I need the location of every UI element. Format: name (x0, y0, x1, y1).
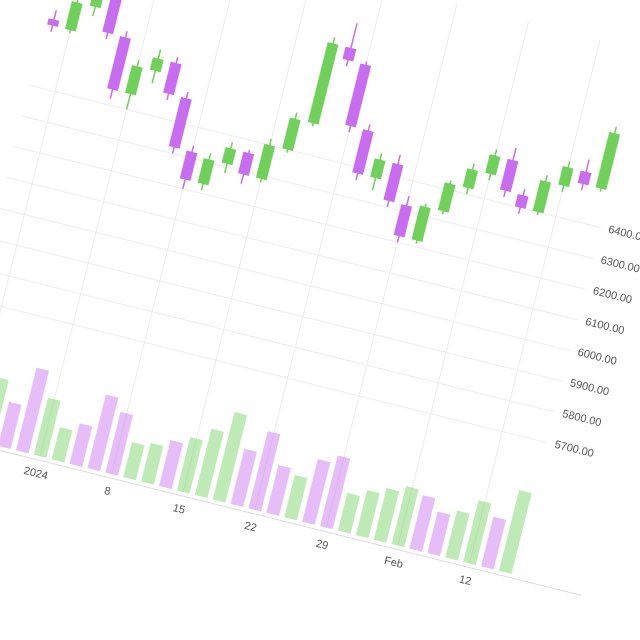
axis-line (0, 435, 582, 596)
volume-bar (15, 367, 50, 454)
grid-line (0, 207, 571, 352)
volume-bar (320, 455, 351, 530)
candle-body (558, 166, 574, 188)
candle-body (89, 0, 106, 9)
volume-bar (87, 394, 119, 472)
candle-body (255, 143, 276, 181)
volume-bar (391, 486, 419, 548)
candle-body (125, 65, 143, 96)
grid-line (111, 0, 243, 475)
candle-body (352, 129, 374, 175)
candle-wick (92, 0, 103, 17)
candle-body (485, 154, 501, 176)
candle-body (282, 117, 301, 151)
volume-bar (212, 412, 248, 503)
volume-bar (230, 448, 257, 507)
candle-body (102, 0, 124, 35)
candle-body (221, 147, 237, 166)
candle-body (411, 205, 431, 242)
candle-body (393, 204, 413, 238)
grid-line (0, 238, 563, 382)
candle-body (107, 36, 131, 91)
chart-area: 5700.005800.005900.006000.006100.006200.… (0, 0, 640, 596)
candle-body (532, 179, 552, 214)
candle-body (462, 168, 478, 190)
candle-body (307, 42, 339, 125)
volume-bar (0, 377, 9, 445)
volume-bar (355, 490, 380, 539)
volume-bar (176, 437, 203, 494)
candle-body (514, 193, 529, 209)
candle-body (383, 162, 404, 203)
candle-body (238, 151, 255, 176)
volume-bar (141, 442, 164, 485)
candle-body (345, 63, 372, 128)
volume-bar (51, 427, 73, 463)
volume-bar (0, 401, 22, 449)
grid-line (325, 3, 458, 528)
volume-bar (248, 431, 281, 512)
candle-body (47, 18, 60, 28)
grid-line (397, 21, 530, 546)
volume-bar (445, 510, 470, 561)
volume-bar (302, 459, 331, 525)
candle-body (163, 61, 182, 96)
x-tick-label: 12 (458, 573, 473, 588)
volume-bar (498, 489, 532, 574)
volume-bar (463, 500, 492, 565)
volume-bar (284, 474, 308, 521)
volume-bar (427, 511, 451, 557)
grid-line (468, 39, 601, 564)
x-tick-label: 8 (103, 485, 112, 498)
grid-line (0, 268, 555, 413)
x-tick-label: 29 (315, 538, 330, 553)
candle-body (437, 182, 456, 213)
volume-bar (481, 516, 506, 570)
volume-bar (159, 440, 184, 490)
grid-line (39, 0, 172, 457)
candle-body (64, 1, 83, 32)
x-tick-label: 22 (243, 520, 258, 535)
grid-line (0, 299, 548, 444)
candle-body (595, 131, 621, 190)
candle-body (179, 150, 198, 181)
volume-bar (373, 488, 400, 543)
candle-body (168, 96, 192, 149)
x-tick-label: Feb (383, 555, 404, 571)
volume-bar (409, 495, 436, 552)
volume-bar (105, 411, 134, 476)
candle-body (370, 158, 386, 180)
candle-body (499, 158, 519, 193)
volume-bar (123, 442, 145, 481)
volume-bar (337, 492, 360, 534)
candle-body (197, 158, 215, 186)
grid-line (20, 115, 594, 259)
candle-body (342, 46, 357, 62)
x-tick-label: 15 (172, 502, 187, 517)
volume-bar (33, 397, 61, 458)
grid-line (182, 0, 315, 493)
candle-body (577, 170, 592, 186)
x-tick-label: 2024 (22, 465, 49, 483)
grid-line (5, 176, 578, 321)
volume-bar (69, 423, 93, 467)
candle-body (149, 57, 164, 73)
volume-bar (266, 464, 291, 516)
grid-line (12, 145, 586, 290)
grid-line (28, 84, 601, 229)
volume-bar (194, 428, 224, 499)
